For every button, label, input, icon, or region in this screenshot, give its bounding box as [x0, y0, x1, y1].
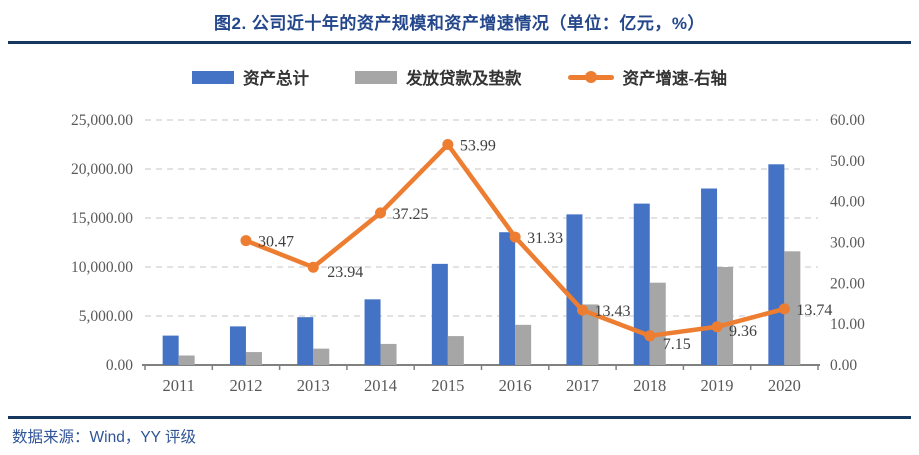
right-axis-tick-label: 20.00	[830, 275, 865, 292]
x-axis-label: 2018	[633, 376, 666, 395]
right-axis-tick-label: 0.00	[830, 357, 857, 374]
bar-total-assets-2012	[229, 326, 246, 365]
left-axis-tick-label: 20,000.00	[71, 161, 133, 178]
right-axis-tick-label: 60.00	[830, 112, 865, 129]
x-axis-label: 2019	[701, 376, 734, 395]
bar-loans-2016	[515, 324, 532, 365]
left-axis-tick-label: 0.00	[106, 357, 133, 374]
figure-title: 图2. 公司近十年的资产规模和资产增速情况（单位：亿元，%）	[213, 14, 705, 33]
bar-total-assets-2011	[162, 335, 179, 365]
x-axis-label: 2016	[499, 376, 532, 395]
x-axis-label: 2012	[229, 376, 262, 395]
bar-total-assets-2020	[768, 164, 785, 365]
legend-item-growth: 资产增速-右轴	[567, 65, 728, 89]
growth-marker-2014	[375, 207, 387, 219]
growth-marker-2016	[509, 231, 521, 243]
right-axis-tick-label: 10.00	[830, 316, 865, 333]
growth-label-2012: 30.47	[258, 234, 294, 251]
growth-marker-2020	[778, 303, 790, 315]
bar-loans-2017	[582, 304, 599, 365]
legend-swatch-total-assets	[192, 70, 234, 84]
legend-label-loans: 发放贷款及垫款	[406, 69, 522, 88]
legend-item-loans: 发放贷款及垫款	[355, 65, 522, 89]
bar-loans-2014	[380, 343, 397, 365]
x-axis-label: 2014	[364, 376, 397, 395]
bar-total-assets-2013	[297, 317, 314, 365]
legend-item-total-assets: 资产总计	[192, 65, 309, 89]
data-source: 数据来源：Wind，YY 评级	[12, 429, 197, 446]
left-axis-tick-label: 5,000.00	[79, 308, 134, 325]
growth-marker-2017	[576, 304, 588, 316]
growth-label-2013: 23.94	[327, 264, 363, 281]
growth-label-2018: 7.15	[663, 336, 691, 353]
bar-total-assets-2019	[701, 188, 718, 365]
growth-marker-2018	[644, 330, 656, 342]
legend-line-sample-icon	[567, 71, 614, 83]
bar-loans-2020	[784, 251, 801, 365]
growth-label-2015: 53.99	[460, 138, 496, 155]
left-axis-tick-label: 15,000.00	[71, 210, 133, 227]
bar-loans-2018	[649, 282, 666, 365]
bar-loans-2012	[245, 352, 262, 365]
growth-marker-2012	[240, 235, 252, 247]
legend-label-total-assets: 资产总计	[243, 69, 309, 88]
growth-label-2020: 13.74	[796, 302, 832, 319]
left-axis-tick-label: 25,000.00	[71, 112, 133, 129]
right-axis-tick-label: 30.00	[830, 235, 865, 252]
right-axis-tick-label: 50.00	[830, 153, 865, 170]
bar-total-assets-2015	[431, 263, 448, 365]
growth-label-2014: 37.25	[393, 206, 429, 223]
growth-marker-2013	[307, 261, 319, 273]
x-axis-label: 2013	[297, 376, 330, 395]
left-axis-tick-label: 10,000.00	[71, 259, 133, 276]
growth-label-2019: 9.36	[729, 323, 757, 340]
title-divider	[8, 41, 911, 44]
growth-marker-2015	[442, 139, 454, 151]
growth-label-2016: 31.33	[527, 230, 563, 247]
x-axis-label: 2015	[431, 376, 464, 395]
legend-swatch-loans	[355, 70, 397, 84]
bar-total-assets-2017	[566, 214, 583, 365]
x-axis-label: 2011	[162, 376, 194, 395]
bar-total-assets-2016	[499, 232, 516, 365]
combo-chart: 0.00 5,000.00 10,000.00 15,000.00 20,000.00 2…	[71, 112, 865, 395]
x-axis-label: 2017	[566, 376, 599, 395]
footer-divider	[8, 416, 911, 419]
right-axis-tick-label: 40.00	[830, 194, 865, 211]
bar-total-assets-2014	[364, 299, 381, 365]
bar-loans-2019	[717, 267, 734, 365]
x-axis-label: 2020	[768, 376, 801, 395]
bar-loans-2015	[447, 336, 464, 365]
bar-loans-2011	[178, 355, 195, 365]
legend-label-growth: 资产增速-右轴	[622, 69, 728, 88]
bar-loans-2013	[313, 348, 330, 365]
chart-legend: 资产总计 发放贷款及垫款 资产增速-右轴	[0, 64, 919, 90]
bar-total-assets-2018	[633, 203, 650, 365]
growth-marker-2019	[711, 321, 723, 333]
growth-label-2017: 13.43	[594, 303, 630, 320]
